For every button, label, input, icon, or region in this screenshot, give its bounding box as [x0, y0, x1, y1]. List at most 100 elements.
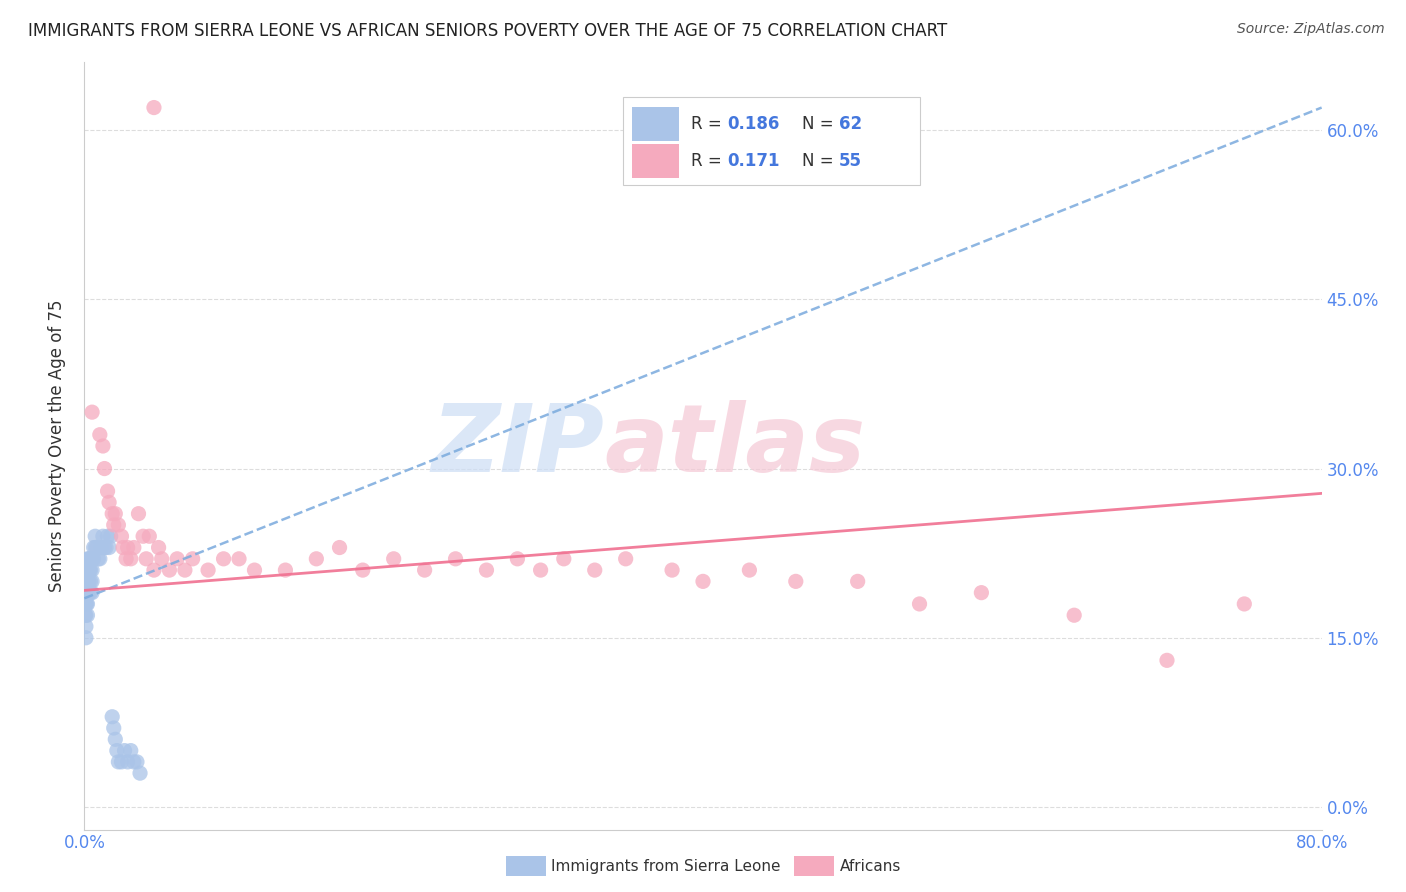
- Point: [79, 551, 101, 566]
- Point: [444, 551, 467, 566]
- Text: N =: N =: [801, 152, 839, 169]
- Point: [1063, 608, 1085, 623]
- Point: [75, 597, 97, 611]
- Point: [243, 563, 266, 577]
- Point: [101, 507, 124, 521]
- Point: [100, 529, 122, 543]
- Text: atlas: atlas: [605, 400, 865, 492]
- Point: [120, 551, 142, 566]
- Point: [1233, 597, 1256, 611]
- Point: [79, 563, 101, 577]
- Y-axis label: Seniors Poverty Over the Age of 75: Seniors Poverty Over the Age of 75: [48, 300, 66, 592]
- Point: [122, 755, 145, 769]
- Point: [138, 529, 160, 543]
- Point: [529, 563, 551, 577]
- Point: [143, 563, 166, 577]
- Point: [75, 597, 97, 611]
- Point: [614, 551, 637, 566]
- Point: [382, 551, 405, 566]
- FancyBboxPatch shape: [633, 107, 679, 141]
- Point: [107, 518, 129, 533]
- Point: [475, 563, 498, 577]
- Point: [103, 518, 125, 533]
- Point: [110, 755, 132, 769]
- Point: [110, 529, 132, 543]
- Point: [75, 585, 97, 599]
- Point: [122, 541, 145, 555]
- Point: [76, 585, 98, 599]
- Point: [87, 551, 110, 566]
- FancyBboxPatch shape: [633, 144, 679, 178]
- Point: [75, 585, 97, 599]
- Point: [91, 529, 114, 543]
- Point: [105, 743, 128, 757]
- Point: [89, 427, 111, 442]
- Point: [104, 507, 127, 521]
- Point: [127, 507, 149, 521]
- Point: [553, 551, 575, 566]
- Point: [93, 461, 115, 475]
- Point: [692, 574, 714, 589]
- Point: [197, 563, 219, 577]
- Point: [82, 551, 104, 566]
- Point: [305, 551, 328, 566]
- Point: [174, 563, 197, 577]
- Point: [120, 743, 142, 757]
- Point: [506, 551, 529, 566]
- Point: [181, 551, 204, 566]
- Point: [79, 551, 101, 566]
- Point: [112, 541, 135, 555]
- Point: [93, 541, 115, 555]
- Point: [413, 563, 436, 577]
- Point: [94, 541, 117, 555]
- Point: [274, 563, 297, 577]
- Text: Immigrants from Sierra Leone: Immigrants from Sierra Leone: [551, 859, 780, 873]
- Text: IMMIGRANTS FROM SIERRA LEONE VS AFRICAN SENIORS POVERTY OVER THE AGE OF 75 CORRE: IMMIGRANTS FROM SIERRA LEONE VS AFRICAN …: [28, 22, 948, 40]
- Point: [135, 551, 157, 566]
- Point: [150, 551, 173, 566]
- Point: [76, 574, 98, 589]
- Point: [77, 563, 100, 577]
- Point: [79, 585, 101, 599]
- Text: Africans: Africans: [839, 859, 901, 873]
- Text: R =: R =: [690, 115, 727, 133]
- Point: [101, 710, 124, 724]
- Point: [661, 563, 683, 577]
- Point: [83, 551, 105, 566]
- Point: [79, 574, 101, 589]
- Point: [98, 495, 121, 509]
- Point: [89, 551, 111, 566]
- FancyBboxPatch shape: [623, 97, 920, 186]
- Point: [166, 551, 188, 566]
- Point: [908, 597, 931, 611]
- Text: 62: 62: [839, 115, 862, 133]
- Text: N =: N =: [801, 115, 839, 133]
- Point: [125, 755, 148, 769]
- Text: 55: 55: [839, 152, 862, 169]
- Point: [77, 574, 100, 589]
- Point: [117, 755, 139, 769]
- Point: [328, 541, 352, 555]
- Point: [76, 563, 98, 577]
- Text: R =: R =: [690, 152, 727, 169]
- Point: [91, 439, 114, 453]
- Point: [117, 541, 139, 555]
- Point: [96, 529, 118, 543]
- Point: [212, 551, 235, 566]
- Point: [90, 541, 112, 555]
- Point: [75, 608, 97, 623]
- Point: [352, 563, 374, 577]
- Point: [159, 563, 180, 577]
- Point: [104, 732, 127, 747]
- Point: [76, 563, 98, 577]
- Point: [82, 585, 104, 599]
- Point: [115, 551, 138, 566]
- Point: [76, 608, 98, 623]
- Point: [76, 597, 98, 611]
- Point: [129, 766, 152, 780]
- Text: 0.171: 0.171: [728, 152, 780, 169]
- Point: [82, 563, 104, 577]
- Text: 0.186: 0.186: [728, 115, 780, 133]
- Point: [583, 563, 606, 577]
- Point: [75, 563, 97, 577]
